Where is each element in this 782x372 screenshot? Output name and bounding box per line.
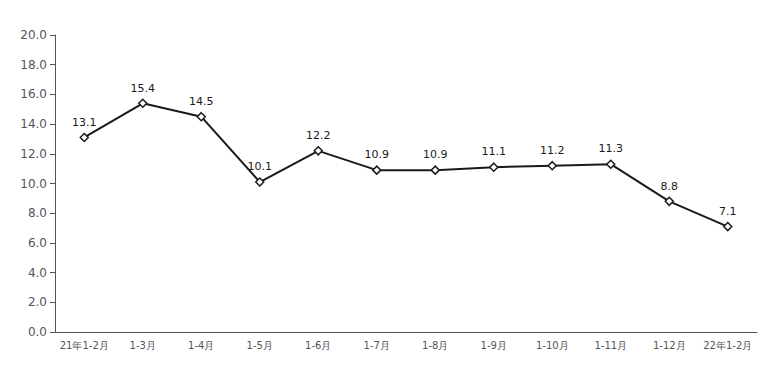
svg-text:1-5月: 1-5月 [247, 340, 273, 351]
svg-text:22年1-2月: 22年1-2月 [703, 340, 752, 351]
svg-text:1-7月: 1-7月 [364, 340, 390, 351]
svg-text:10.1: 10.1 [248, 160, 273, 173]
svg-text:18.0: 18.0 [20, 58, 47, 72]
svg-text:21年1-2月: 21年1-2月 [60, 340, 109, 351]
svg-text:8.8: 8.8 [661, 180, 679, 193]
svg-text:13.1: 13.1 [72, 116, 97, 129]
svg-text:1-8月: 1-8月 [422, 340, 448, 351]
svg-text:1-6月: 1-6月 [305, 340, 331, 351]
svg-text:7.1: 7.1 [719, 205, 737, 218]
svg-text:12.0: 12.0 [20, 147, 47, 161]
svg-text:2.0: 2.0 [28, 295, 47, 309]
svg-text:10.0: 10.0 [20, 177, 47, 191]
svg-text:11.1: 11.1 [482, 145, 507, 158]
svg-text:14.5: 14.5 [189, 95, 214, 108]
svg-text:11.2: 11.2 [540, 144, 565, 157]
svg-text:16.0: 16.0 [20, 87, 47, 101]
svg-text:15.4: 15.4 [131, 82, 156, 95]
svg-text:1-10月: 1-10月 [536, 340, 569, 351]
svg-text:6.0: 6.0 [28, 236, 47, 250]
svg-text:1-9月: 1-9月 [481, 340, 507, 351]
svg-text:11.3: 11.3 [599, 142, 624, 155]
svg-text:10.9: 10.9 [423, 148, 448, 161]
svg-text:0.0: 0.0 [28, 325, 47, 339]
svg-text:8.0: 8.0 [28, 206, 47, 220]
svg-text:4.0: 4.0 [28, 266, 47, 280]
svg-text:1-11月: 1-11月 [594, 340, 627, 351]
svg-text:12.2: 12.2 [306, 129, 331, 142]
svg-text:10.9: 10.9 [365, 148, 390, 161]
svg-text:20.0: 20.0 [20, 28, 47, 42]
svg-text:14.0: 14.0 [20, 117, 47, 131]
svg-text:1-4月: 1-4月 [188, 340, 214, 351]
svg-text:1-12月: 1-12月 [653, 340, 686, 351]
svg-text:1-3月: 1-3月 [130, 340, 156, 351]
